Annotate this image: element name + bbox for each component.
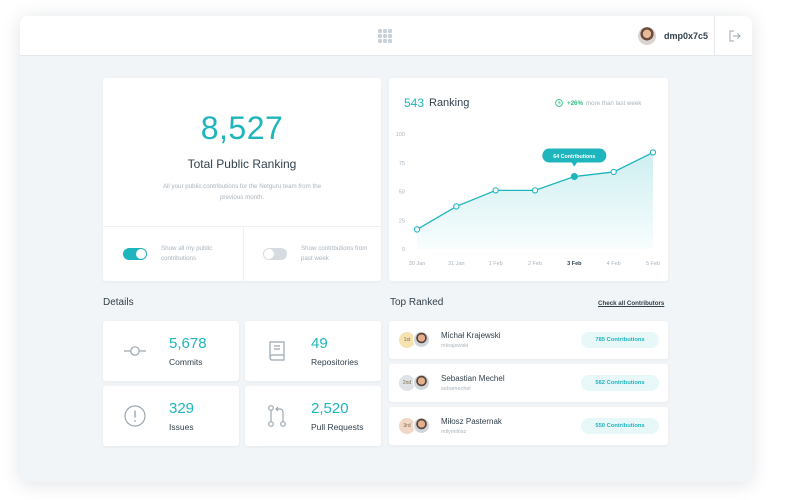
contributor-name: Miłosz Pasternak — [441, 417, 502, 426]
commit-icon — [124, 346, 146, 356]
issues-value: 329 — [169, 400, 195, 417]
stat-commits[interactable]: 5,678 Commits — [103, 321, 239, 381]
username: dmp0x7c5 — [664, 31, 709, 41]
stat-pull-requests[interactable]: 2,520 Pull Requests — [245, 386, 381, 446]
avatar — [413, 374, 430, 391]
contributions-badge[interactable]: 785 Contributions — [581, 332, 659, 348]
tooltip-bubble — [542, 148, 607, 163]
x-tick-label: 3 Feb — [567, 261, 582, 267]
trend-indicator: +26% more than last week — [555, 99, 641, 107]
data-point — [649, 149, 657, 156]
data-point — [570, 173, 578, 181]
contributor-name: Sebastian Mechel — [441, 374, 505, 383]
grid-apps-icon[interactable] — [378, 29, 392, 43]
pull-requests-label: Pull Requests — [311, 422, 364, 432]
ranking-chart-card: 543 Ranking +26% more than last week 100… — [389, 78, 668, 281]
y-tick-label: 100 — [396, 132, 405, 138]
ranked-row[interactable]: 3rd Miłosz Pasternak milymilosz 550 Cont… — [389, 407, 668, 445]
contributor-username: milymilosz — [441, 429, 467, 435]
clock-icon — [555, 99, 563, 107]
toggle-past-week-label: Show contributions from past week — [301, 245, 368, 262]
series-area — [417, 152, 653, 249]
details-title: Details — [103, 297, 134, 308]
x-tick-label: 2 Feb — [528, 261, 542, 267]
total-ranking-card: 8,527 Total Public Ranking All your publ… — [103, 78, 381, 282]
trend-text: more than last week — [586, 99, 642, 107]
x-tick-label: 31 Jan — [448, 261, 465, 267]
ranking-label: Ranking — [429, 97, 470, 109]
ranking-value: 543 — [404, 96, 425, 110]
avatar — [413, 417, 430, 434]
total-ranking-description: All your public contributions for the Ne… — [162, 183, 322, 201]
contributions-badge[interactable]: 562 Contributions — [581, 375, 659, 391]
x-tick-label: 1 Feb — [489, 261, 503, 267]
rank-badge: 3rd — [399, 418, 415, 434]
toggle-divider — [243, 227, 244, 282]
repository-icon — [269, 341, 285, 361]
contributor-name: Michał Krajewski — [441, 331, 501, 340]
contributions-badge[interactable]: 550 Contributions — [581, 418, 659, 434]
y-tick-label: 0 — [402, 247, 405, 253]
contributor-username: sebamechel — [441, 386, 471, 392]
commits-label: Commits — [169, 357, 203, 367]
ranking-line-chart: 100 75 50 25 0 30 Jan 31 Jan 1 Feb 2 Feb 3 Feb 4 F… — [396, 132, 660, 267]
x-tick-label: 4 Feb — [607, 261, 621, 267]
total-ranking-value: 8,527 — [200, 110, 284, 146]
data-point — [492, 187, 499, 194]
toggle-all-contributions[interactable] — [123, 248, 147, 260]
y-tick-label: 50 — [399, 190, 405, 196]
avatar — [413, 331, 430, 348]
toggle-row: Show all my public contributions Show co… — [103, 226, 381, 282]
avatar — [638, 27, 656, 45]
user-menu[interactable]: dmp0x7c5 — [638, 26, 708, 46]
tooltip-pointer — [571, 162, 578, 167]
repositories-label: Repositories — [311, 357, 359, 367]
issues-label: Issues — [169, 422, 194, 432]
top-ranked-title: Top Ranked — [390, 297, 444, 308]
trend-percent: +26% — [567, 99, 583, 107]
contributor-username: mkrajewski — [441, 343, 469, 349]
data-point — [453, 203, 460, 210]
rank-badge: 2nd — [399, 375, 415, 391]
app-window: dmp0x7c5 8,527 Total Public Ranking All … — [20, 16, 752, 482]
y-tick-label: 25 — [399, 218, 405, 224]
x-tick-label: 5 Feb — [646, 261, 660, 267]
data-point — [610, 168, 617, 176]
repositories-value: 49 — [311, 335, 328, 352]
stat-issues[interactable]: 329 Issues — [103, 386, 239, 446]
check-all-contributors-link[interactable]: Check all Contributors — [598, 300, 665, 307]
pull-request-icon — [268, 405, 286, 427]
y-tick-label: 75 — [399, 161, 405, 167]
commits-value: 5,678 — [169, 335, 207, 352]
total-ranking-title: Total Public Ranking — [187, 157, 297, 171]
pull-requests-value: 2,520 — [311, 400, 349, 417]
topbar-divider — [714, 16, 715, 56]
stat-repositories[interactable]: 49 Repositories — [245, 321, 381, 381]
x-tick-label: 30 Jan — [409, 261, 426, 267]
ranked-row[interactable]: 1st Michał Krajewski mkrajewski 785 Cont… — [389, 321, 668, 359]
data-point — [531, 187, 539, 194]
toggle-past-week[interactable] — [263, 248, 287, 260]
issue-icon — [124, 405, 146, 427]
rank-badge: 1st — [399, 332, 415, 348]
logout-icon[interactable] — [728, 29, 742, 43]
tooltip-label: 64 Contributions — [553, 154, 595, 160]
ranked-row[interactable]: 2nd Sebastian Mechel sebamechel 562 Cont… — [389, 364, 668, 402]
top-bar: dmp0x7c5 — [20, 16, 752, 56]
data-point — [413, 226, 421, 233]
toggle-all-contributions-label: Show all my public contributions — [161, 245, 213, 262]
